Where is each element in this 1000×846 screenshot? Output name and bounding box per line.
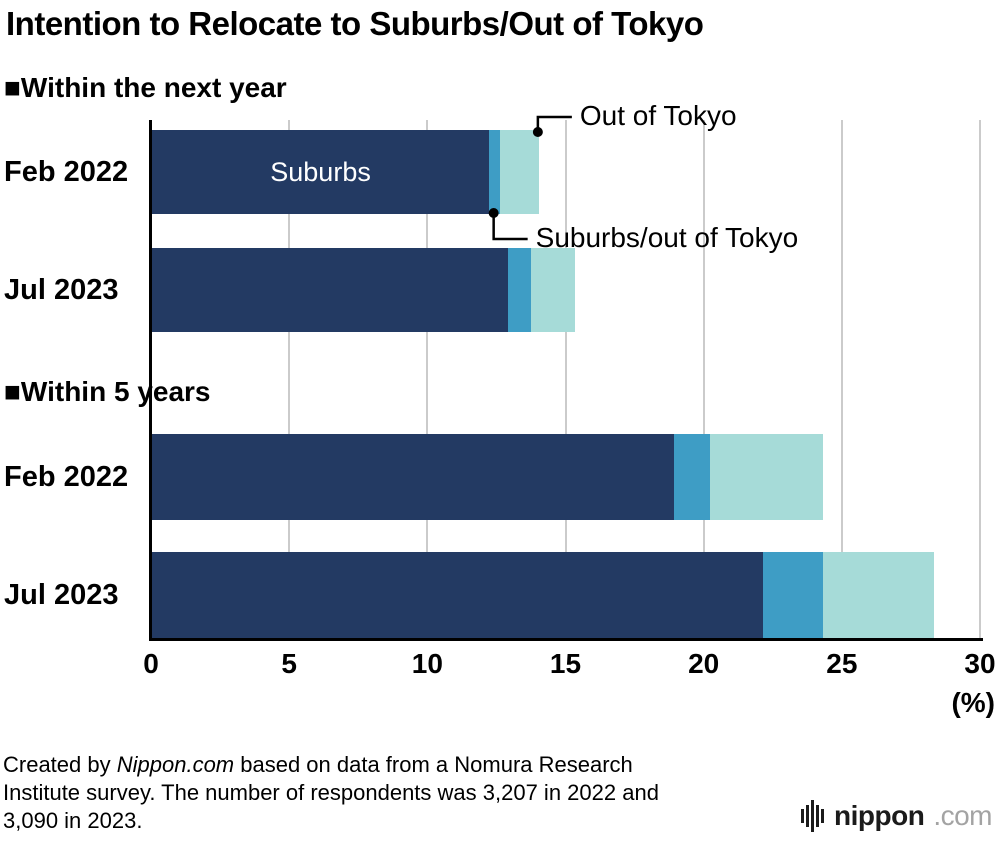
source-note-line1-pre: Created by xyxy=(3,752,117,777)
source-note-line1-post: based on data from a Nomura Research xyxy=(234,752,633,777)
row-label-next-year-jul-2023: Jul 2023 xyxy=(4,273,119,306)
source-note-nippon-italic: Nippon.com xyxy=(116,752,235,777)
x-tick-label-10: 10 xyxy=(411,648,443,679)
x-axis-line xyxy=(149,638,983,641)
logo-brand-text: nippon xyxy=(834,800,925,831)
gridline-10 xyxy=(426,120,429,638)
gridline-25 xyxy=(840,120,843,638)
bar-segment-out-of-tokyo xyxy=(500,130,539,214)
suburbs-out-leader-line xyxy=(492,213,528,241)
annotation-out-of-tokyo: Out of Tokyo xyxy=(579,100,737,131)
bar-segment-out-of-tokyo xyxy=(823,552,934,638)
out-of-tokyo-leader-line xyxy=(536,115,572,132)
bar-segment-suburbs-out-of-tokyo xyxy=(762,552,824,638)
x-tick-label-15: 15 xyxy=(549,648,582,679)
section-header-5-years: ■Within 5 years xyxy=(4,376,211,407)
x-tick-label-0: 0 xyxy=(143,648,159,679)
bar-5-years-jul-2023 xyxy=(152,552,934,638)
bar-segment-suburbs: Suburbs xyxy=(152,130,490,214)
row-label-5-years-jul-2023: Jul 2023 xyxy=(4,578,119,611)
row-label-next-year-feb-2022: Feb 2022 xyxy=(4,155,129,188)
bar-segment-suburbs-out-of-tokyo xyxy=(674,434,711,520)
suburbs-inbar-label: Suburbs xyxy=(270,156,371,187)
page-title: Intention to Relocate to Suburbs/Out of … xyxy=(6,5,704,42)
bar-next-year-jul-2023 xyxy=(152,248,575,332)
logo-domain-text: .com xyxy=(933,800,992,831)
x-tick-label-20: 20 xyxy=(688,648,720,679)
gridline-20 xyxy=(702,120,705,638)
bar-segment-suburbs xyxy=(152,248,509,332)
annotation-suburbs-out-of-tokyo: Suburbs/out of Tokyo xyxy=(535,222,799,253)
source-note-line2: Institute survey. The number of responde… xyxy=(3,780,659,806)
gridline-5 xyxy=(288,120,291,638)
x-tick-label-5: 5 xyxy=(281,648,297,679)
y-axis-line xyxy=(149,120,152,641)
bar-segment-suburbs xyxy=(152,434,675,520)
row-label-5-years-feb-2022: Feb 2022 xyxy=(4,460,129,493)
bar-segment-suburbs-out-of-tokyo xyxy=(489,130,501,214)
nippon-com-logo: nippon .com xyxy=(801,798,992,834)
bar-segment-out-of-tokyo xyxy=(530,248,575,332)
x-axis-unit-label: (%) xyxy=(951,687,995,718)
nippon-logo-bars-icon xyxy=(801,800,825,832)
source-note-line3: 3,090 in 2023. xyxy=(3,808,143,834)
gridline-30 xyxy=(979,120,981,638)
x-tick-label-30: 30 xyxy=(964,648,996,679)
bar-5-years-feb-2022 xyxy=(152,434,824,520)
source-note-line1: Created by Nippon.com based on data from… xyxy=(3,751,659,779)
source-note: Created by Nippon.com based on data from… xyxy=(3,751,659,835)
bar-segment-out-of-tokyo xyxy=(710,434,824,520)
bar-segment-suburbs-out-of-tokyo xyxy=(508,248,531,332)
section-header-next-year: ■Within the next year xyxy=(4,72,287,103)
x-tick-label-25: 25 xyxy=(826,648,858,679)
bar-segment-suburbs xyxy=(152,552,763,638)
gridline-15 xyxy=(564,120,567,638)
bar-next-year-feb-2022: Suburbs xyxy=(152,130,539,214)
